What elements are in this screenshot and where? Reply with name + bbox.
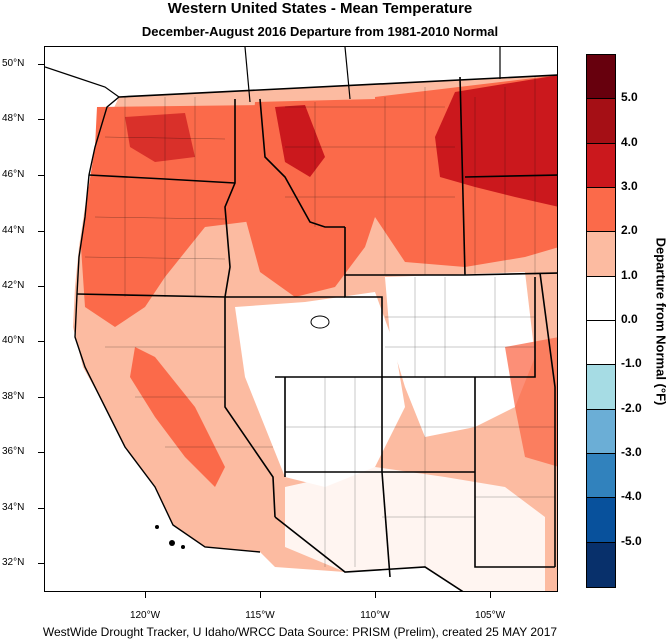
lat-tick <box>38 119 44 120</box>
map-frame <box>44 46 558 592</box>
lat-tick <box>38 563 44 564</box>
lat-tick <box>38 397 44 398</box>
colorbar-swatch <box>587 321 615 366</box>
lat-tick <box>38 341 44 342</box>
lat-tick <box>38 64 44 65</box>
lat-label: 40°N <box>2 335 25 346</box>
temperature-departure-map <box>45 47 557 591</box>
colorbar-swatch <box>587 365 615 410</box>
lon-tick <box>490 592 491 598</box>
colorbar-label: 0.0 <box>621 312 638 326</box>
colorbar-swatch <box>587 542 615 587</box>
colorbar-label: 4.0 <box>621 134 638 149</box>
colorbar-label: 3.0 <box>621 179 638 193</box>
lon-label: 105°W <box>474 610 506 621</box>
lat-tick <box>38 508 44 509</box>
colorbar-swatch <box>587 409 615 454</box>
lat-label: 42°N <box>2 280 25 291</box>
map-subtitle: December-August 2016 Departure from 1981… <box>141 24 499 39</box>
lon-tick <box>375 592 376 598</box>
colorbar <box>586 54 616 588</box>
colorbar-swatch <box>587 188 615 233</box>
region-pnw-warm <box>81 105 275 327</box>
credit-footer: WestWide Drought Tracker, U Idaho/WRCC D… <box>42 625 558 639</box>
colorbar-swatch <box>587 498 615 543</box>
lon-tick <box>145 592 146 598</box>
lat-label: 50°N <box>2 58 25 69</box>
lat-tick <box>38 452 44 453</box>
lat-tick <box>38 286 44 287</box>
colorbar-label: 2.0 <box>621 223 638 238</box>
lat-label: 34°N <box>2 502 25 513</box>
lat-label: 48°N <box>2 113 25 124</box>
region-nd-hot <box>435 75 557 207</box>
lat-label: 46°N <box>2 169 25 180</box>
colorbar-label: -4.0 <box>621 489 642 504</box>
colorbar-label: 5.0 <box>621 90 638 105</box>
lon-label: 110°W <box>360 610 390 621</box>
colorbar-swatch <box>587 454 615 499</box>
region-great-basin <box>235 292 405 487</box>
lat-label: 44°N <box>2 225 25 236</box>
region-southwest <box>285 467 545 591</box>
lat-tick <box>38 175 44 176</box>
colorbar-label: -1.0 <box>621 356 642 371</box>
lon-label: 120°W <box>129 610 161 621</box>
colorbar-label: 1.0 <box>621 267 638 282</box>
lat-label: 38°N <box>2 391 25 402</box>
colorbar-swatch <box>587 99 615 144</box>
county-lines <box>84 77 555 567</box>
lon-tick <box>260 592 261 598</box>
colorbar-swatch <box>587 55 615 100</box>
region-colorado <box>385 272 535 437</box>
colorbar-swatch <box>587 143 615 188</box>
lat-tick <box>38 231 44 232</box>
region-california-warm <box>130 347 225 487</box>
colorbar-label: -2.0 <box>621 400 642 415</box>
colorbar-swatch <box>587 232 615 277</box>
colorbar-label: -3.0 <box>621 445 642 459</box>
lat-label: 36°N <box>2 446 25 457</box>
lon-label: 115°W <box>245 610 275 621</box>
map-title: Western United States - Mean Temperature <box>167 0 473 17</box>
colorbar-label: -5.0 <box>621 533 642 548</box>
colorbar-swatch <box>587 276 615 321</box>
lat-label: 32°N <box>2 557 25 568</box>
